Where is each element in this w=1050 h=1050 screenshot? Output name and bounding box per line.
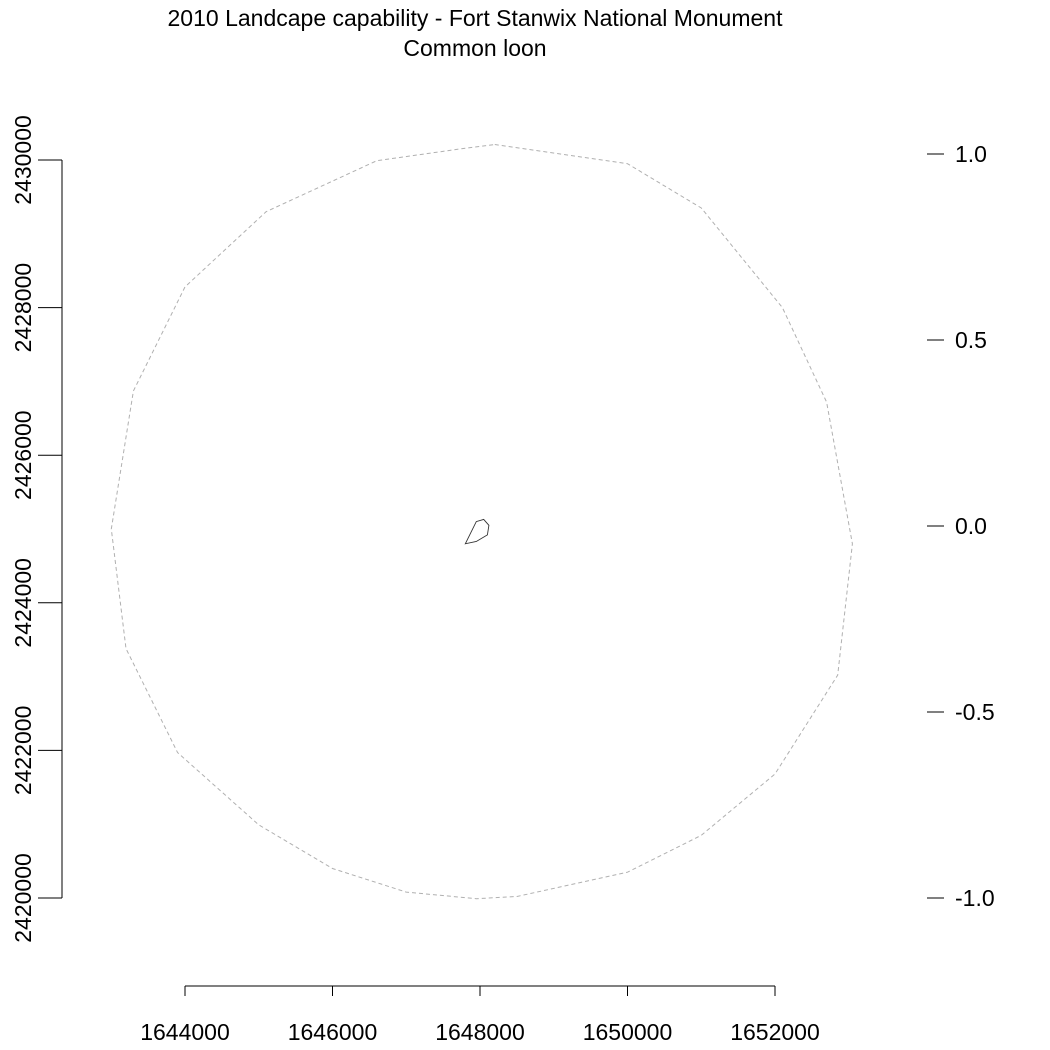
x-tick-label: 1644000 (140, 1019, 230, 1045)
x-tick-label: 1650000 (583, 1019, 673, 1045)
legend-tick-label: 0.0 (955, 513, 987, 539)
y-tick-label: 2422000 (10, 706, 36, 796)
x-tick-label: 1648000 (435, 1019, 525, 1045)
y-tick-label: 2430000 (10, 115, 36, 205)
y-axis: 2420000 2422000 2424000 2426000 2428000 24300… (10, 115, 63, 943)
y-tick-label: 2424000 (10, 558, 36, 648)
legend-scale-axis: 1.0 0.5 0.0 -0.5 -1.0 (927, 141, 995, 911)
legend-tick-label: 0.5 (955, 327, 987, 353)
chart-subtitle: Common loon (403, 35, 546, 61)
y-tick-label: 2420000 (10, 853, 36, 943)
buffer-polygon (110, 143, 853, 900)
x-tick-label: 1646000 (288, 1019, 378, 1045)
plot-area (110, 143, 853, 900)
x-axis: 1644000 1646000 1648000 1650000 1652000 (140, 985, 820, 1045)
legend-tick-label: -1.0 (955, 885, 995, 911)
chart-title: 2010 Landcape capability - Fort Stanwix … (168, 5, 784, 31)
y-tick-label: 2426000 (10, 410, 36, 500)
legend-tick-label: -0.5 (955, 699, 995, 725)
y-tick-label: 2428000 (10, 263, 36, 353)
x-tick-label: 1652000 (730, 1019, 820, 1045)
legend-tick-label: 1.0 (955, 141, 987, 167)
park-boundary-polygon (464, 518, 490, 545)
